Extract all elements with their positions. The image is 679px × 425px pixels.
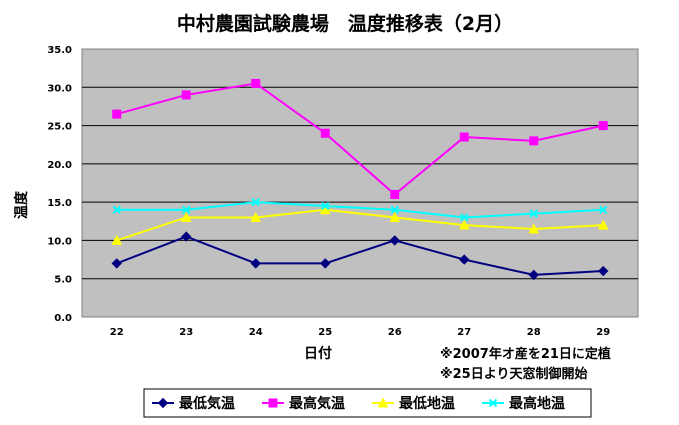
plot-area bbox=[81, 48, 639, 318]
series-4-point bbox=[390, 205, 399, 215]
series-line-3 bbox=[116, 208, 604, 242]
series-1-point bbox=[320, 258, 331, 269]
series-line-2 bbox=[116, 82, 604, 196]
x-tick-label: 25 bbox=[318, 327, 332, 338]
x-axis-ticks: 22 23 24 25 26 27 28 29 bbox=[110, 327, 610, 338]
y-axis-label: 温度 bbox=[13, 190, 30, 219]
x-tick-label: 28 bbox=[527, 327, 541, 338]
x-tick-label: 29 bbox=[596, 327, 610, 338]
legend-label: 最低地温 bbox=[399, 395, 455, 412]
legend: 最低気温 最高気温 最低地温 最高地温 bbox=[152, 395, 565, 412]
series-4-point bbox=[599, 205, 608, 215]
chart-title: 中村農園試験農場 温度推移表（2月） bbox=[177, 12, 513, 35]
x-tick-label: 27 bbox=[457, 327, 471, 338]
legend-marker bbox=[157, 397, 169, 409]
series-3-point bbox=[111, 234, 123, 245]
legend-box bbox=[143, 388, 592, 418]
series-1-point bbox=[459, 254, 470, 265]
series-4-point bbox=[529, 209, 538, 218]
series-2-point bbox=[112, 109, 122, 119]
x-tick-label: 26 bbox=[388, 327, 402, 338]
series-3-point bbox=[250, 211, 262, 222]
series-1-point bbox=[389, 235, 400, 246]
legend-marker bbox=[488, 398, 498, 408]
series-1-point bbox=[111, 258, 122, 269]
y-tick-label: 15.0 bbox=[47, 198, 72, 209]
series-line-4 bbox=[116, 201, 604, 219]
series-2-point bbox=[181, 90, 191, 100]
series-4-point bbox=[182, 205, 191, 215]
series-1-point bbox=[181, 231, 192, 242]
y-tick-label: 20.0 bbox=[47, 160, 72, 171]
series-2-point bbox=[390, 189, 400, 199]
series-3-point bbox=[528, 223, 540, 234]
legend-marker bbox=[377, 397, 389, 408]
legend-label: 最高地温 bbox=[509, 395, 565, 412]
series-line-1 bbox=[116, 235, 604, 276]
series-3-point bbox=[389, 211, 401, 222]
y-tick-label: 0.0 bbox=[54, 313, 72, 324]
series-4-point bbox=[321, 201, 330, 211]
legend-marker bbox=[268, 398, 278, 408]
annotation-planting: ※2007年オ産を21日に定植 bbox=[440, 346, 611, 362]
series-4-point bbox=[112, 205, 121, 215]
y-tick-label: 5.0 bbox=[54, 275, 72, 286]
y-tick-label: 10.0 bbox=[47, 236, 72, 247]
series-4-point bbox=[251, 197, 260, 207]
series-3-point bbox=[458, 219, 470, 230]
x-tick-label: 24 bbox=[249, 327, 263, 338]
series-2-point bbox=[251, 78, 261, 88]
series-3-point bbox=[180, 211, 192, 222]
y-tick-label: 30.0 bbox=[47, 83, 72, 94]
y-tick-label: 25.0 bbox=[47, 122, 72, 133]
legend-label: 最高気温 bbox=[289, 395, 345, 412]
series-1-point bbox=[598, 265, 609, 277]
x-tick-label: 22 bbox=[110, 327, 124, 338]
x-tick-label: 23 bbox=[179, 327, 193, 338]
series-markers bbox=[111, 78, 609, 281]
series-lines bbox=[116, 82, 604, 276]
y-axis-ticks: 0.0 5.0 10.0 15.0 20.0 25.0 30.0 35.0 bbox=[47, 45, 72, 324]
series-2-point bbox=[529, 136, 539, 146]
series-1-point bbox=[250, 258, 261, 269]
y-tick-label: 35.0 bbox=[47, 45, 72, 56]
x-axis-label: 日付 bbox=[304, 345, 332, 362]
annotation-vent-control: ※25日より天窓制御開始 bbox=[440, 366, 587, 382]
series-4-point bbox=[460, 213, 469, 222]
series-1-point bbox=[528, 269, 539, 281]
series-2-point bbox=[459, 132, 469, 142]
series-3-point bbox=[597, 219, 609, 230]
legend-label: 最低気温 bbox=[179, 395, 235, 412]
series-2-point bbox=[320, 128, 330, 138]
series-2-point bbox=[598, 121, 608, 131]
